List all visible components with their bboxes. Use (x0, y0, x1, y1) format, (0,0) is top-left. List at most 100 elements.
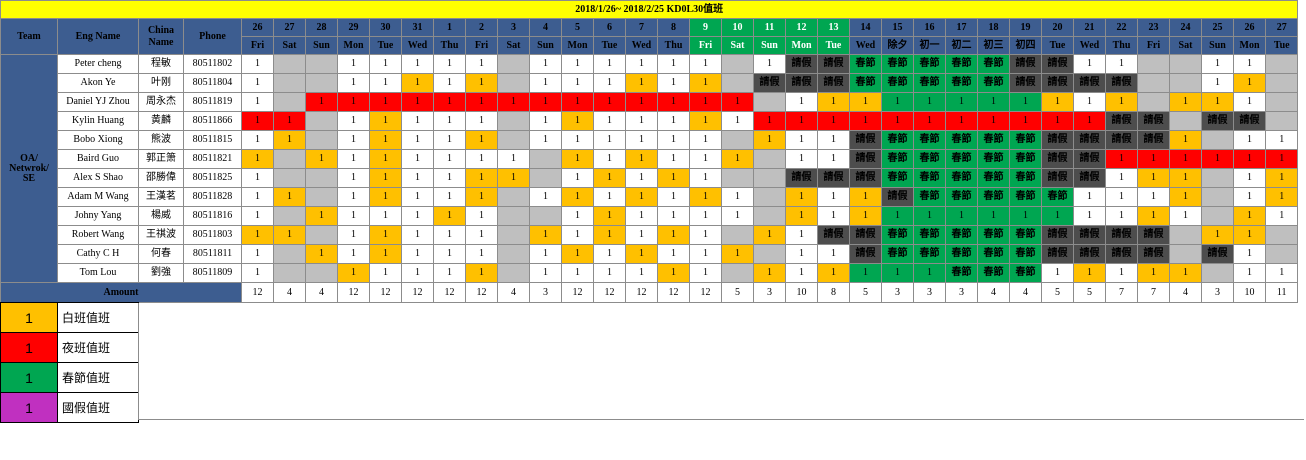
day-shift-cell[interactable]: 1 (689, 187, 722, 207)
date-header[interactable]: 18 (977, 18, 1010, 37)
day-shift-cell[interactable]: 1 (753, 263, 786, 283)
duty-cell[interactable]: 1 (433, 111, 466, 131)
date-header[interactable]: 31 (401, 18, 434, 37)
spring-festival-cell[interactable]: 春節 (945, 168, 978, 188)
day-shift-cell[interactable]: 1 (305, 206, 338, 226)
date-header[interactable]: 19 (1009, 18, 1042, 37)
off-cell[interactable] (497, 225, 530, 245)
spring-festival-cell[interactable]: 春節 (945, 263, 978, 283)
spring-festival-cell[interactable]: 春節 (881, 225, 914, 245)
day-shift-cell[interactable]: 1 (433, 206, 466, 226)
day-shift-cell[interactable]: 1 (1201, 225, 1234, 245)
duty-cell[interactable]: 1 (1073, 206, 1106, 226)
day-shift-cell[interactable]: 1 (1137, 263, 1170, 283)
duty-cell[interactable]: 1 (657, 130, 690, 150)
duty-cell[interactable]: 1 (401, 111, 434, 131)
duty-cell[interactable]: 1 (561, 206, 594, 226)
off-cell[interactable] (1169, 73, 1202, 93)
night-shift-cell[interactable]: 1 (305, 92, 338, 112)
duty-cell[interactable]: 1 (657, 54, 690, 74)
leave-cell[interactable]: 請假 (1073, 130, 1106, 150)
weekday-header[interactable]: Fri (465, 36, 498, 55)
day-shift-cell[interactable]: 1 (593, 168, 626, 188)
spring-festival-cell[interactable]: 春節 (913, 187, 946, 207)
leave-cell[interactable]: 請假 (1041, 130, 1074, 150)
weekday-header[interactable]: Thu (1105, 36, 1138, 55)
leave-cell[interactable]: 請假 (849, 244, 882, 264)
spring-festival-cell[interactable]: 春節 (977, 149, 1010, 169)
amount-cell[interactable]: 12 (593, 282, 626, 303)
leave-cell[interactable]: 請假 (1041, 73, 1074, 93)
day-shift-cell[interactable]: 1 (497, 168, 530, 188)
duty-cell[interactable]: 1 (785, 130, 818, 150)
eng-name-cell[interactable]: Cathy C H (57, 244, 139, 264)
leave-cell[interactable]: 請假 (817, 225, 850, 245)
date-header[interactable]: 2 (465, 18, 498, 37)
spring-festival-cell[interactable]: 春節 (945, 130, 978, 150)
spring-festival-duty-cell[interactable]: 1 (977, 92, 1010, 112)
day-shift-cell[interactable]: 1 (625, 73, 658, 93)
duty-cell[interactable]: 1 (401, 168, 434, 188)
weekday-header[interactable]: Sat (1169, 36, 1202, 55)
duty-cell[interactable]: 1 (433, 73, 466, 93)
spring-festival-cell[interactable]: 春節 (881, 54, 914, 74)
duty-cell[interactable]: 1 (1073, 54, 1106, 74)
off-cell[interactable] (305, 187, 338, 207)
duty-cell[interactable]: 1 (657, 206, 690, 226)
eng-name-cell[interactable]: Peter cheng (57, 54, 139, 74)
off-cell[interactable] (721, 54, 754, 74)
duty-cell[interactable]: 1 (689, 244, 722, 264)
date-header[interactable]: 7 (625, 18, 658, 37)
duty-cell[interactable]: 1 (625, 54, 658, 74)
night-shift-cell[interactable]: 1 (497, 92, 530, 112)
amount-cell[interactable]: 3 (529, 282, 562, 303)
date-header[interactable]: 27 (1264, 18, 1299, 37)
duty-cell[interactable]: 1 (625, 263, 658, 283)
spring-festival-cell[interactable]: 春節 (977, 130, 1010, 150)
day-shift-cell[interactable]: 1 (529, 225, 562, 245)
day-shift-cell[interactable]: 1 (1169, 263, 1202, 283)
day-shift-cell[interactable]: 1 (1264, 168, 1299, 188)
china-name-cell[interactable]: 周永杰 (138, 92, 184, 112)
spring-festival-duty-cell[interactable]: 1 (977, 206, 1010, 226)
eng-name-cell[interactable]: Tom Lou (57, 263, 139, 283)
date-header[interactable]: 5 (561, 18, 594, 37)
off-cell[interactable] (1137, 54, 1170, 74)
duty-cell[interactable]: 1 (593, 73, 626, 93)
legend-label[interactable]: 春節值班 (57, 362, 139, 393)
duty-cell[interactable]: 1 (657, 187, 690, 207)
amount-cell[interactable]: 3 (1201, 282, 1234, 303)
duty-cell[interactable]: 1 (337, 149, 370, 169)
leave-cell[interactable]: 請假 (785, 54, 818, 74)
duty-cell[interactable]: 1 (625, 225, 658, 245)
night-shift-cell[interactable]: 1 (817, 111, 850, 131)
date-header[interactable]: 28 (305, 18, 338, 37)
weekday-header[interactable]: Tue (369, 36, 402, 55)
leave-cell[interactable]: 請假 (1073, 168, 1106, 188)
off-cell[interactable] (721, 130, 754, 150)
leave-cell[interactable]: 請假 (1041, 168, 1074, 188)
duty-cell[interactable]: 1 (721, 187, 754, 207)
day-shift-cell[interactable]: 1 (593, 225, 626, 245)
leave-cell[interactable]: 請假 (881, 187, 914, 207)
night-shift-cell[interactable]: 1 (849, 111, 882, 131)
day-shift-cell[interactable]: 1 (273, 225, 306, 245)
duty-cell[interactable]: 1 (1233, 168, 1266, 188)
day-shift-cell[interactable]: 1 (1233, 225, 1266, 245)
off-cell[interactable] (1264, 92, 1299, 112)
spring-festival-cell[interactable]: 春節 (913, 130, 946, 150)
duty-cell[interactable]: 1 (529, 244, 562, 264)
night-shift-cell[interactable]: 1 (881, 111, 914, 131)
amount-cell[interactable]: 5 (1041, 282, 1074, 303)
duty-cell[interactable]: 1 (593, 263, 626, 283)
off-cell[interactable] (305, 130, 338, 150)
legend-swatch[interactable]: 1 (0, 332, 58, 363)
leave-cell[interactable]: 請假 (1041, 54, 1074, 74)
amount-cell[interactable]: 4 (1169, 282, 1202, 303)
duty-cell[interactable]: 1 (497, 149, 530, 169)
night-shift-cell[interactable]: 1 (529, 92, 562, 112)
china-name-cell[interactable]: 熊波 (138, 130, 184, 150)
china-name-cell[interactable]: 王祺波 (138, 225, 184, 245)
duty-cell[interactable]: 1 (433, 263, 466, 283)
day-shift-cell[interactable]: 1 (625, 244, 658, 264)
